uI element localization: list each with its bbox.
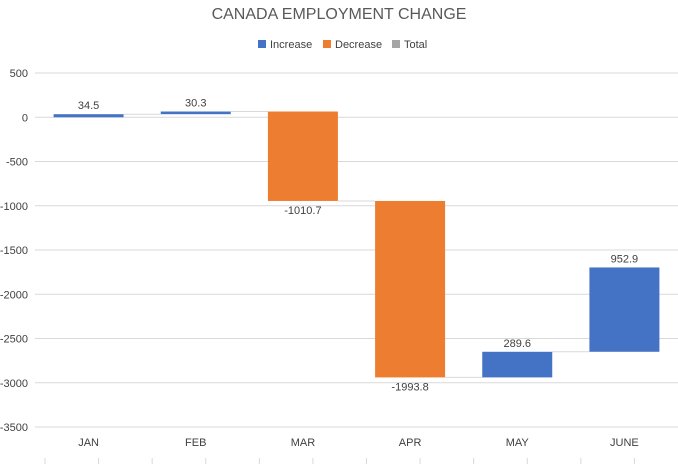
y-tick-label: -500	[6, 157, 28, 169]
data-label-jan: 34.5	[78, 100, 99, 112]
x-tick-label-mar: MAR	[291, 437, 316, 449]
bar-june	[589, 267, 660, 352]
bar-apr	[375, 200, 446, 378]
legend: Increase Decrease Total	[258, 39, 427, 51]
y-tick-label: -2500	[0, 334, 28, 346]
x-tick-label-may: MAY	[506, 437, 530, 449]
data-label-apr: -1993.8	[391, 381, 428, 393]
y-tick-label: 0	[22, 112, 28, 124]
legend-swatch-total	[392, 40, 400, 48]
y-tick-label: -3000	[0, 378, 28, 390]
bars	[53, 111, 660, 378]
x-tick-label-feb: FEB	[185, 437, 206, 449]
legend-swatch-increase	[258, 40, 266, 48]
y-tick-label: -3500	[0, 422, 28, 434]
data-label-june: 952.9	[611, 253, 639, 265]
chart-title: CANADA EMPLOYMENT CHANGE	[212, 6, 467, 23]
y-tick-label: 500	[10, 68, 28, 80]
gridlines	[35, 72, 678, 428]
y-tick-label: -1500	[0, 245, 28, 257]
bar-jan	[53, 114, 124, 118]
data-label-feb: 30.3	[185, 98, 206, 110]
legend-swatch-decrease	[323, 40, 331, 48]
y-tick-label: -2000	[0, 289, 28, 301]
legend-label-decrease: Decrease	[335, 39, 382, 51]
x-tick-label-apr: APR	[399, 437, 422, 449]
bar-feb	[160, 111, 231, 115]
bar-mar	[267, 111, 338, 201]
data-labels: 34.5 30.3 -1010.7 -1993.8 289.6 952.9	[78, 98, 638, 394]
x-tick-label-june: JUNE	[610, 437, 639, 449]
legend-label-total: Total	[404, 39, 427, 51]
connector-lines	[123, 111, 590, 378]
data-label-may: 289.6	[503, 338, 531, 350]
data-label-mar: -1010.7	[284, 205, 321, 217]
x-axis: JAN FEB MAR APR MAY JUNE	[35, 426, 678, 464]
bar-may	[482, 351, 553, 378]
legend-label-increase: Increase	[270, 39, 312, 51]
x-tick-label-jan: JAN	[78, 437, 99, 449]
y-axis: 500 0 -500 -1000 -1500 -2000 -2500 -3000 -3500	[0, 68, 28, 434]
y-tick-label: -1000	[0, 201, 28, 213]
